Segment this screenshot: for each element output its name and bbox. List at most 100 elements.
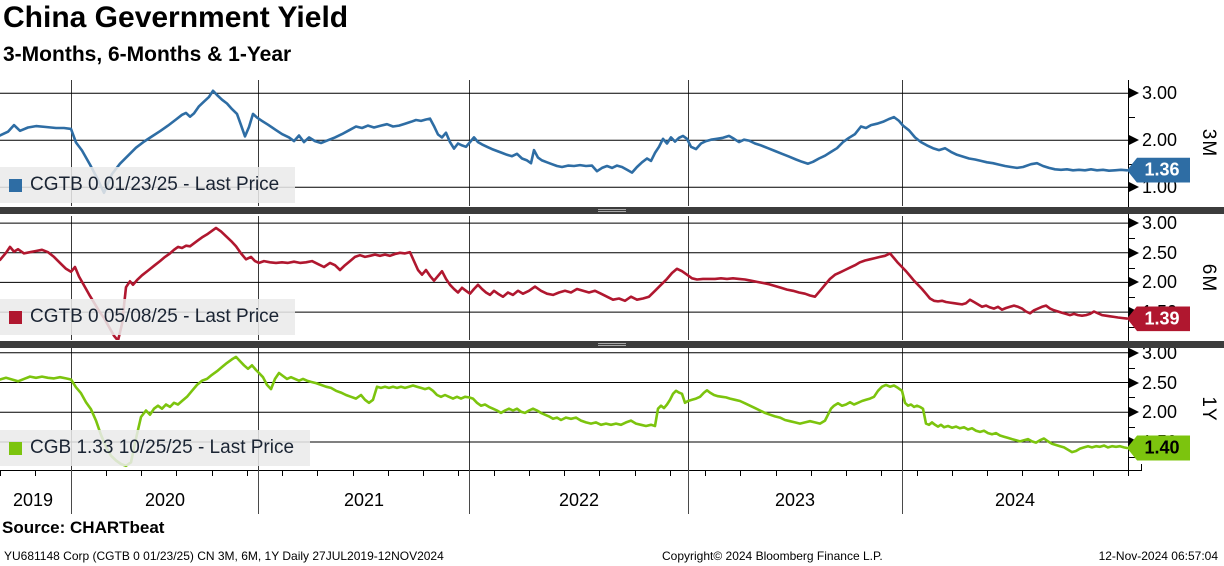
x-axis-tick [775, 471, 777, 476]
legend-1Y[interactable]: CGB 1.33 10/25/25 - Last Price [0, 430, 311, 466]
x-axis-tick [35, 471, 37, 476]
x-axis-tick [1022, 471, 1024, 476]
x-axis-tick [211, 471, 213, 476]
panel-plot-6M [0, 216, 1128, 340]
panel-splitter[interactable] [0, 341, 1224, 348]
axis-label-6M: 6M [1198, 263, 1219, 293]
x-axis-tick [599, 471, 601, 476]
legend-6M[interactable]: CGTB 0 05/08/25 - Last Price [0, 299, 296, 335]
panel-plot-3M [0, 80, 1128, 206]
x-axis-tick [1057, 471, 1059, 476]
x-axis-tick [387, 471, 389, 476]
x-axis-line [0, 470, 1142, 471]
legend-label-3M: CGTB 0 01/23/25 - Last Price [30, 174, 280, 195]
footer-timestamp: 12-Nov-2024 06:57:04 [1098, 549, 1218, 563]
splitter-grip-icon [598, 209, 626, 210]
ytick-label-1Y-2.50: 2.50 [1142, 372, 1178, 393]
ytick-label-1Y-2.00: 2.00 [1142, 402, 1178, 423]
ytick-label-1Y-3.00: 3.00 [1142, 342, 1178, 363]
ytick-minor [1128, 427, 1135, 429]
ytick-minor [1128, 163, 1135, 165]
legend-label-6M: CGTB 0 05/08/25 - Last Price [30, 306, 280, 327]
ytick-minor [1128, 367, 1135, 369]
ytick-label-3M-2.00: 2.00 [1142, 130, 1178, 151]
ytick-minor [1128, 397, 1135, 399]
x-axis-tick [846, 471, 847, 476]
x-axis-tick [141, 471, 142, 476]
page-title: China Gevernment Yield [3, 1, 349, 34]
x-axis-tick [810, 471, 812, 476]
x-axis-tick [105, 471, 107, 476]
x-axis-tick [951, 471, 953, 476]
page-subtitle: 3-Months, 6-Months & 1-Year [3, 43, 292, 66]
year-boundary-line [258, 470, 259, 514]
ytick-minor [1128, 267, 1135, 269]
x-axis-tick [1128, 471, 1129, 476]
x-axis-year-label-2020: 2020 [144, 490, 186, 510]
ytick-arrow-icon [1129, 347, 1139, 358]
ytick-minor [1128, 116, 1135, 118]
footer-security-info: YU681148 Corp (CGTB 0 01/23/25) CN 3M, 6… [4, 549, 444, 563]
x-axis-corner [1141, 464, 1142, 471]
axis-label-1Y: 1Y [1198, 396, 1219, 422]
legend-swatch-icon [9, 441, 22, 455]
ytick-arrow-icon [1129, 88, 1139, 99]
panel-3M[interactable] [0, 80, 1128, 206]
legend-3M[interactable]: CGTB 0 01/23/25 - Last Price [0, 167, 296, 203]
x-axis-tick [528, 471, 530, 476]
ytick-label-6M-2.00: 2.00 [1142, 272, 1178, 293]
ytick-arrow-icon [1129, 182, 1139, 193]
year-boundary-line [902, 470, 903, 514]
panel-splitter[interactable] [0, 207, 1224, 214]
x-axis-tick [493, 471, 495, 476]
series-line-6M [0, 226, 1128, 340]
last-price-tag-3M: 1.36 [1127, 157, 1190, 183]
x-axis-tick [176, 471, 178, 476]
x-axis-tick [282, 471, 283, 476]
ytick-minor [1128, 326, 1135, 328]
ytick-minor [1128, 238, 1135, 239]
legend-label-1Y: CGB 1.33 10/25/25 - Last Price [30, 437, 295, 458]
x-axis-year-label-2023: 2023 [774, 490, 816, 510]
x-axis-tick [634, 471, 636, 476]
splitter-grip-icon [598, 343, 626, 344]
x-axis-tick [987, 471, 988, 476]
x-axis-tick [705, 471, 706, 476]
last-price-tag-1Y: 1.40 [1127, 435, 1190, 461]
year-boundary-line [71, 470, 72, 514]
year-boundary-line [469, 470, 470, 514]
x-axis-tick [423, 471, 424, 476]
ytick-minor [1128, 297, 1135, 299]
x-axis-tick [1092, 471, 1094, 476]
x-axis-year-label-2024: 2024 [994, 490, 1036, 510]
ytick-label-3M-3.00: 3.00 [1142, 83, 1178, 104]
x-axis-tick [669, 471, 671, 476]
x-axis-tick [0, 471, 1, 476]
ytick-minor [1128, 456, 1135, 458]
ytick-arrow-icon [1129, 218, 1139, 229]
footer-copyright: Copyright© 2024 Bloomberg Finance L.P. [662, 549, 883, 563]
ytick-label-6M-2.50: 2.50 [1142, 242, 1178, 263]
source-line: Source: CHARTbeat [2, 518, 165, 537]
x-axis-tick [317, 471, 319, 476]
legend-swatch-icon [9, 178, 22, 192]
ytick-arrow-icon [1129, 377, 1139, 388]
x-axis-year-label-2021: 2021 [343, 490, 385, 510]
x-axis-tick [564, 471, 565, 476]
ytick-label-6M-3.00: 3.00 [1142, 213, 1178, 234]
x-axis-tick [246, 471, 248, 476]
ytick-arrow-icon [1129, 135, 1139, 146]
ytick-arrow-icon [1129, 247, 1139, 258]
right-axis-line [1128, 80, 1129, 471]
x-axis-year-label-2022: 2022 [558, 490, 600, 510]
axis-label-3M: 3M [1198, 128, 1219, 158]
last-price-tag-6M: 1.39 [1127, 306, 1190, 332]
x-axis-tick [881, 471, 883, 476]
x-axis-tick [916, 471, 918, 476]
ytick-arrow-icon [1129, 407, 1139, 418]
year-boundary-line [688, 470, 689, 514]
panel-6M[interactable] [0, 216, 1128, 340]
series-line-1Y [0, 355, 1128, 468]
legend-swatch-icon [9, 310, 22, 324]
